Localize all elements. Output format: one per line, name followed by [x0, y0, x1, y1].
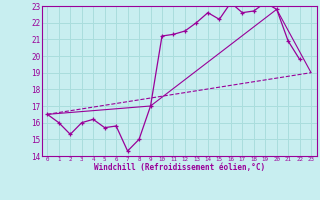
- X-axis label: Windchill (Refroidissement éolien,°C): Windchill (Refroidissement éolien,°C): [94, 163, 265, 172]
